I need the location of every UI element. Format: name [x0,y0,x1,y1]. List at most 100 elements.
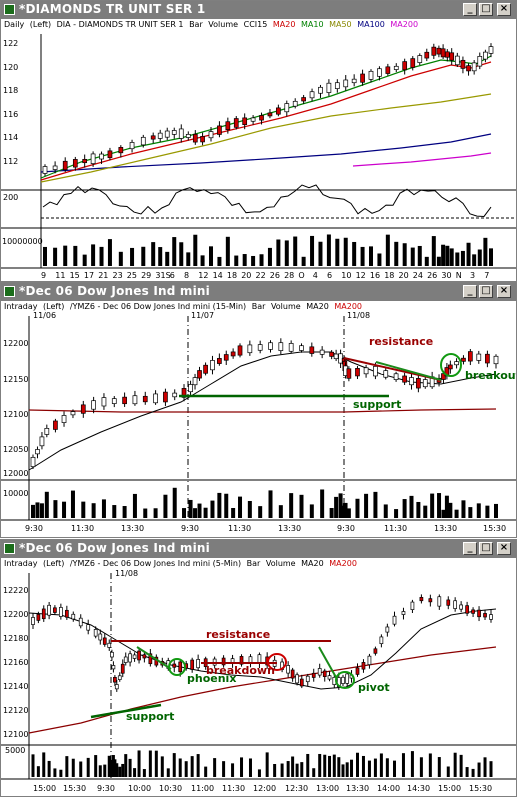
volume-bar [200,255,205,266]
price-bar [190,659,195,670]
volume-bar [332,754,336,777]
price-bar [327,675,332,680]
minimize-icon[interactable]: _ [463,3,477,16]
volume-bar [431,236,436,266]
volume-bar [258,506,263,518]
x-tick: 12:00 [253,784,276,793]
volume-bar [115,763,119,777]
volume-bar [352,241,357,266]
price-bar [393,65,399,70]
price-bar [188,384,193,393]
x-tick: 24 [413,271,423,280]
x-tick: 18 [227,271,237,280]
price-tick: 12160 [3,658,28,667]
price-bar [140,136,146,146]
price-bar [440,48,446,58]
price-bar [200,136,205,143]
price-bar [53,607,57,613]
volume-bar [63,245,68,266]
volume-bar [112,505,117,518]
x-tick: 6 [170,271,175,280]
volume-bar [468,507,473,518]
volume-tick: 10000 [3,489,28,498]
volume-bar [53,247,58,266]
x-tick: 18 [384,271,394,280]
price-bar [422,379,428,388]
x-tick: 20 [399,271,409,280]
volume-bar [343,502,348,518]
minimize-icon[interactable]: _ [463,285,477,298]
price-bar [402,61,408,71]
close-icon[interactable]: × [497,285,511,298]
price-bar [137,650,141,661]
price-bar [401,611,406,615]
volume-bar [326,234,331,266]
price-bar [305,675,310,683]
title-bar[interactable]: *Dec 06 Dow Jones Ind mini _ □ × [1,283,516,301]
minimize-icon[interactable]: _ [463,542,477,555]
info-bar: Bar [189,20,203,29]
price-bar [447,364,453,370]
x-tick: 11:30 [71,524,94,533]
title-bar[interactable]: *DIAMONDS TR UNIT SER 1 _ □ × [1,1,516,19]
x-tick: 11:00 [191,784,214,793]
price-bar [368,70,374,80]
volume-bar [158,247,163,266]
x-axis: 9 11 15 17 21 23 25 29 31S 6 8 12 14 18 20 22 26 28 O 4 6 10 1… [41,271,489,280]
volume-bar [276,239,281,266]
volume-bar [73,245,78,266]
price-bar [61,415,67,423]
volume-bar [328,755,332,777]
volume-bar [360,246,365,266]
volume-bar [489,248,493,266]
daily-chart[interactable]: 122 120 118 116 114 112 200 10000000 9 11… [1,20,516,282]
title-bar[interactable]: *Dec 06 Dow Jones Ind mini _ □ × [1,540,516,558]
price-bar [31,617,35,625]
price-bar [44,428,50,435]
volume-bar [295,763,299,777]
volume-bar [441,509,446,518]
ma200-line [28,408,497,413]
ma20-line [28,608,497,690]
price-bar [70,411,76,416]
price-bar [62,160,68,171]
price-bar [286,665,290,674]
info-symbol: /YMZ6 - Dec 06 Dow Jones Ind mini (15-Mi… [69,302,247,311]
intraday-15min-chart[interactable]: 11/06 11/07 11/08 12200 12150 12100 1205… [1,302,516,538]
x-tick: 21 [98,271,108,280]
volume-bar [477,762,481,777]
support-line [90,703,162,719]
price-bar [172,392,178,398]
window-daily-dia: *DIAMONDS TR UNIT SER 1 _ □ × Daily (Lef… [0,0,517,282]
price-bar [172,663,177,668]
x-tick: 9:30 [25,524,43,533]
volume-bar [122,506,127,518]
price-bar [42,166,48,174]
volume-bar [367,760,371,777]
volume-bar [402,499,407,518]
price-bar [379,636,384,645]
close-icon[interactable]: × [497,542,511,555]
volume-bar [251,255,256,266]
close-icon[interactable]: × [497,3,511,16]
volume-bar [459,754,463,777]
price-bar [476,353,482,361]
volume-tick: 10000000 [2,237,43,246]
maximize-icon[interactable]: □ [479,285,493,298]
x-axis: 15:00 15:30 9:30 10:00 10:30 11:00 11:30 12:00 1… [33,784,492,793]
x-tick: 15:30 [483,524,506,533]
maximize-icon[interactable]: □ [479,3,493,16]
price-tick: 118 [3,86,18,95]
info-ma20: MA20 [301,559,324,568]
price-bar [217,125,222,135]
intraday-5min-chart[interactable]: 11/08 12220 12200 12180 12160 12140 1212… [1,559,516,797]
price-bar [383,370,389,378]
info-symbol: /YMZ6 - Dec 06 Dow Jones Ind mini (5-Min… [69,559,242,568]
volume-bar [86,757,90,777]
x-tick: 15:30 [63,784,86,793]
price-tick: 12200 [3,610,28,619]
volume-bar [383,504,388,518]
price-bar [454,361,459,366]
maximize-icon[interactable]: □ [479,542,493,555]
volume-bar [286,761,290,777]
